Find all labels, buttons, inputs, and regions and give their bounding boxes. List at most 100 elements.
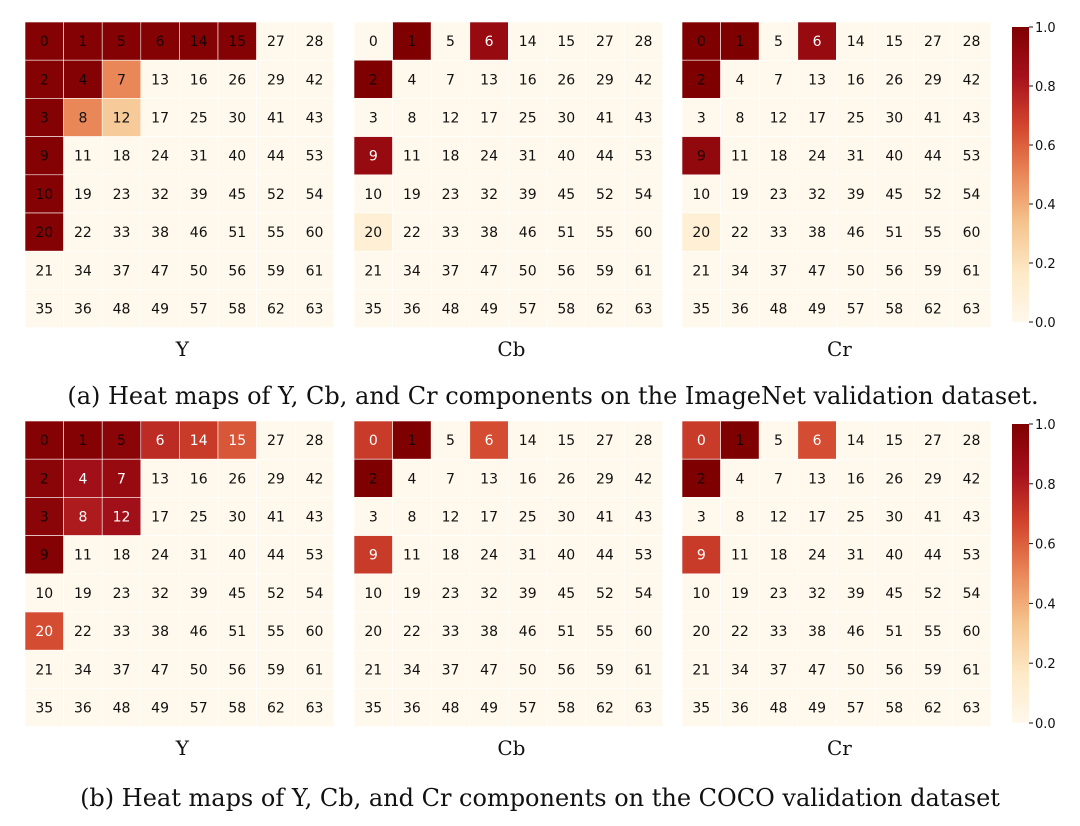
cell-index-label: 32 [480,586,498,602]
heatmap-cell [217,98,257,137]
cell-index-label: 11 [731,548,749,564]
heatmap-cell [836,497,876,536]
heatmap-cell [720,250,760,290]
heatmap-cell [585,611,625,651]
heatmap-cell [179,611,219,651]
cell-index-label: 27 [596,34,614,50]
heatmap-cell [469,649,509,689]
panel-label: Cr [827,736,852,760]
heatmap-cell [758,289,799,328]
heatmap-cell [179,458,219,498]
heatmap-cell [24,573,64,613]
heatmap-cell [951,21,992,61]
cell-index-label: 60 [635,624,653,640]
cell-index-label: 6 [156,34,165,50]
cell-index-label: 25 [847,111,865,127]
cell-index-label: 20 [692,225,710,241]
cell-index-label: 18 [442,548,460,564]
cell-index-label: 20 [364,624,382,640]
cell-index-label: 38 [808,225,826,241]
heatmap-cell [874,212,914,252]
heatmap-cell [179,59,219,99]
heatmap-cell [546,21,586,61]
heatmap-cell [720,212,760,252]
cell-index-label: 53 [306,149,324,165]
cell-index-label: 63 [635,302,653,318]
cell-index-label: 39 [519,586,537,602]
heatmap-cell [63,136,103,176]
heatmap-cell [430,611,471,651]
heatmap-cell [546,212,586,252]
cell-index-label: 28 [635,34,653,50]
cell-index-label: 48 [442,302,460,318]
heatmap-cell [623,250,664,290]
cell-index-label: 23 [770,586,788,602]
heatmap-cell [585,420,625,460]
cell-index-label: 25 [519,510,537,526]
heatmap-cell [63,458,103,498]
cell-index-label: 11 [403,149,421,165]
heatmap-cell [951,98,992,137]
cell-index-label: 28 [963,433,981,449]
cell-index-label: 9 [697,149,706,165]
cell-index-label: 34 [403,263,421,279]
heatmap-cell [623,21,664,61]
heatmap-cell [256,497,296,536]
heatmap-cell [681,289,721,328]
cell-index-label: 9 [40,149,49,165]
cell-index-label: 23 [770,187,788,203]
cell-index-label: 23 [113,586,131,602]
cell-index-label: 38 [480,624,498,640]
cell-index-label: 9 [697,548,706,564]
heatmap-cell [836,649,876,689]
cell-index-label: 9 [40,548,49,564]
cell-index-label: 56 [885,263,903,279]
heatmap-cell [623,688,664,727]
cell-index-label: 0 [369,34,378,50]
cell-index-label: 42 [306,471,324,487]
heatmap-cell [546,611,586,651]
cell-index-label: 47 [480,263,498,279]
heatmap-cell [63,289,103,328]
heatmap-cell [951,289,992,328]
cell-index-label: 55 [596,225,614,241]
heatmap-cell [508,250,548,290]
heatmap-cell [217,535,257,575]
cell-index-label: 5 [446,34,455,50]
colorbar: 1.0 0.8 0.6 0.4 0.2 0.0 [1012,418,1056,732]
cell-index-label: 22 [74,624,92,640]
heatmap-cell [874,649,914,689]
cell-index-label: 13 [480,471,498,487]
cell-index-label: 20 [692,624,710,640]
cell-index-label: 54 [635,187,653,203]
cell-index-label: 38 [151,225,169,241]
cell-index-label: 41 [596,510,614,526]
cell-index-label: 11 [74,548,92,564]
heatmap-cell [217,289,257,328]
cell-index-label: 31 [190,149,208,165]
heatmap-cell [469,250,509,290]
heatmap-cell [546,420,586,460]
cell-index-label: 21 [35,263,53,279]
cell-index-label: 62 [596,701,614,717]
cell-index-label: 25 [519,111,537,127]
cell-index-label: 42 [963,72,981,88]
cell-index-label: 17 [480,510,498,526]
heatmap-cell [430,212,471,252]
heatmap-cell [836,21,876,61]
heatmap-cell [140,289,180,328]
heatmap-cell [140,174,180,214]
cell-index-label: 48 [770,302,788,318]
heatmap-cell [294,59,335,99]
heatmap-cell [836,174,876,214]
heatmap-cell [217,458,257,498]
cell-index-label: 11 [731,149,749,165]
cell-index-label: 26 [557,72,575,88]
heatmap-cell [430,688,471,727]
cell-index-label: 58 [228,701,246,717]
heatmap-cell [63,497,103,536]
heatmap-cell [24,497,64,536]
cell-index-label: 16 [847,72,865,88]
heatmap-cell [430,250,471,290]
heatmap-cell [797,212,837,252]
